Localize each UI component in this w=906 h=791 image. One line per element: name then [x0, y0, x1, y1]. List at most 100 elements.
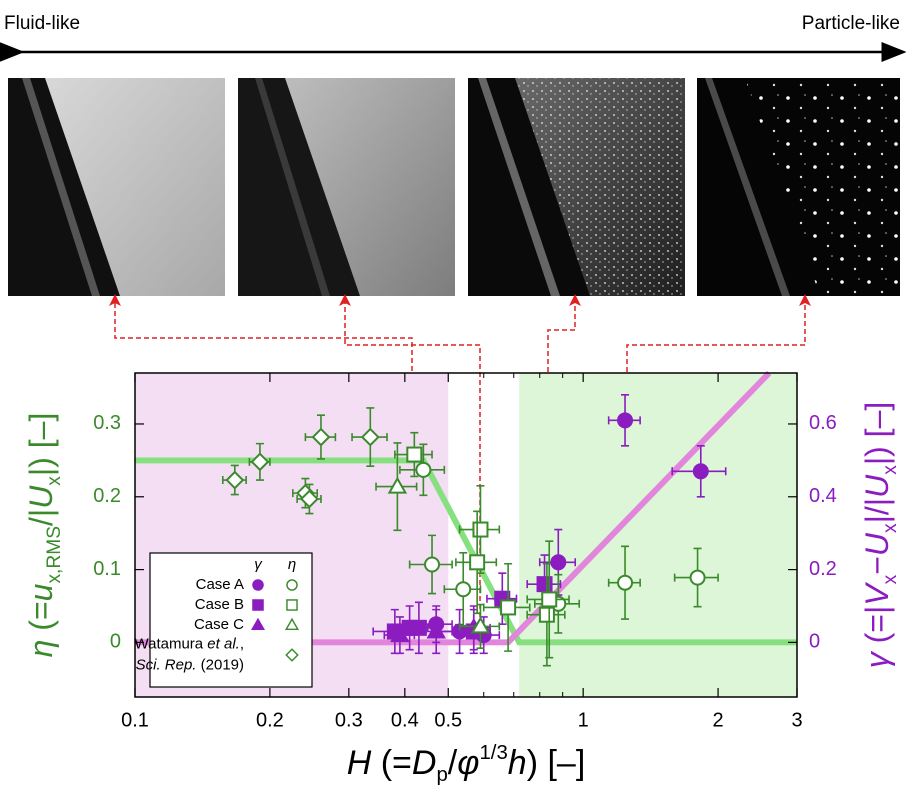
- legend-label-part: Watamura: [135, 635, 208, 652]
- point: [455, 581, 472, 598]
- y2-tick-label: 0.4: [809, 485, 837, 507]
- legend-label-part: Case C: [194, 616, 244, 633]
- point: [550, 554, 567, 571]
- legend-marker: [284, 617, 300, 631]
- point: [500, 599, 517, 616]
- point: [470, 616, 491, 634]
- y-axis-label-part: x,RMS: [44, 526, 65, 584]
- y2-axis-label: γ (=|Vx−Ux|/|Ux|) [–]: [859, 402, 900, 669]
- y-axis-label-part: η: [23, 640, 59, 658]
- legend-label-part: (2019): [196, 656, 244, 673]
- x-tick-label: 0.1: [121, 709, 149, 731]
- legend-marker: [252, 599, 264, 611]
- point: [225, 470, 245, 490]
- legend-label-part: et al.: [207, 635, 240, 652]
- point: [692, 463, 709, 480]
- x-axis-label-part: ) [–]: [527, 744, 586, 782]
- y-axis-label-part: x: [44, 476, 65, 486]
- point: [250, 452, 270, 472]
- legend-label: Case C: [194, 616, 244, 633]
- legend-column-header: η: [288, 556, 296, 573]
- y2-axis-label-part: x: [880, 574, 901, 584]
- x-axis-label-part: h: [508, 744, 527, 782]
- x-axis-label-part: φ: [457, 744, 479, 782]
- legend-label: Case B: [195, 596, 244, 613]
- x-tick-label: 0.3: [335, 709, 363, 731]
- legend-label-part: Case A: [196, 576, 244, 593]
- point: [469, 554, 486, 571]
- point: [360, 427, 380, 447]
- legend-label-part: ,: [240, 635, 244, 652]
- y-axis-label-part: (=: [23, 601, 59, 639]
- y2-tick-label: 0.6: [809, 412, 837, 434]
- plot: 0.1 0.2 0.3 0.4 0.5 1 2 3 0 0.1 0.2 0.3 0 0.2 0.4 0.6 H …: [23, 372, 901, 786]
- y-tick-label: 0.1: [93, 558, 121, 580]
- x-axis-label-part: 1/3: [479, 742, 507, 764]
- y2-axis-label-part: γ: [859, 650, 895, 668]
- legend-column-header: γ: [254, 556, 263, 573]
- x-axis-label-part: p: [436, 764, 447, 786]
- y-axis-label-part: /|: [23, 509, 59, 526]
- legend-marker: [250, 617, 266, 631]
- y-axis-label-part: |) [–]: [23, 413, 59, 476]
- point: [390, 625, 410, 643]
- point: [426, 621, 446, 639]
- y2-axis-label-part: U: [859, 474, 895, 498]
- plot-frame: [134, 372, 798, 698]
- legend-label: Sci. Rep. (2019): [136, 656, 244, 673]
- point: [541, 591, 558, 608]
- point: [387, 476, 408, 494]
- point: [415, 461, 432, 478]
- photos: [8, 78, 900, 296]
- legend-marker: [286, 579, 298, 591]
- region: [519, 373, 797, 697]
- x-tick-label: 3: [791, 709, 802, 731]
- point: [406, 446, 423, 463]
- y-tick-label: 0.2: [93, 485, 121, 507]
- y2-tick-label: 0: [809, 631, 820, 653]
- y-axis-label-part: U: [23, 485, 59, 509]
- legend-marker: [286, 599, 298, 611]
- x-tick-label: 1: [578, 709, 589, 731]
- x-axis-label-part: /: [448, 744, 458, 782]
- y2-axis-label-part: U: [859, 532, 895, 556]
- y2-axis-label-part: x: [880, 465, 901, 475]
- x-tick-label: 2: [713, 709, 724, 731]
- legend-label: Case A: [196, 576, 244, 593]
- header-right: Particle-like: [802, 13, 900, 34]
- y-axis-label: η (=ux,RMS/|Ux|) [–]: [23, 413, 64, 658]
- point: [536, 576, 553, 593]
- y2-axis-label-part: −: [859, 556, 895, 575]
- legend-label-part: Case B: [195, 596, 244, 613]
- header-left: Fluid-like: [4, 13, 80, 34]
- y-axis-label-part: u: [23, 583, 59, 601]
- x-axis-label-part: H: [347, 744, 372, 782]
- y2-tick-label: 0.2: [809, 558, 837, 580]
- y2-axis-label-part: |) [–]: [859, 402, 895, 465]
- y2-axis-label-part: (=|: [859, 606, 895, 653]
- point: [538, 606, 555, 623]
- legend-marker: [285, 648, 299, 662]
- y-tick-label: 0: [110, 631, 121, 653]
- y-tick-label: 0.3: [93, 412, 121, 434]
- point: [311, 427, 331, 447]
- x-tick-label: 0.2: [256, 709, 284, 731]
- legend: γ η Case A Case B Case C Watamura et al., Sci.…: [135, 552, 313, 688]
- x-axis-label-part: (=: [371, 744, 412, 782]
- y2-axis-label-part: |/|: [859, 498, 895, 524]
- point: [424, 556, 441, 573]
- x-tick-label: 0.5: [434, 709, 462, 731]
- point: [472, 521, 489, 538]
- point: [617, 412, 634, 429]
- legend-marker: [252, 579, 264, 591]
- point: [299, 489, 319, 509]
- legend-label: Watamura et al.,: [135, 635, 245, 652]
- point: [617, 574, 634, 591]
- legend-label-part: Sci. Rep.: [136, 656, 197, 673]
- point: [689, 569, 706, 586]
- x-tick-label: 0.4: [391, 709, 419, 731]
- x-axis-label-part: D: [412, 744, 437, 782]
- legend-box: [149, 552, 313, 688]
- fit-line: [135, 460, 797, 642]
